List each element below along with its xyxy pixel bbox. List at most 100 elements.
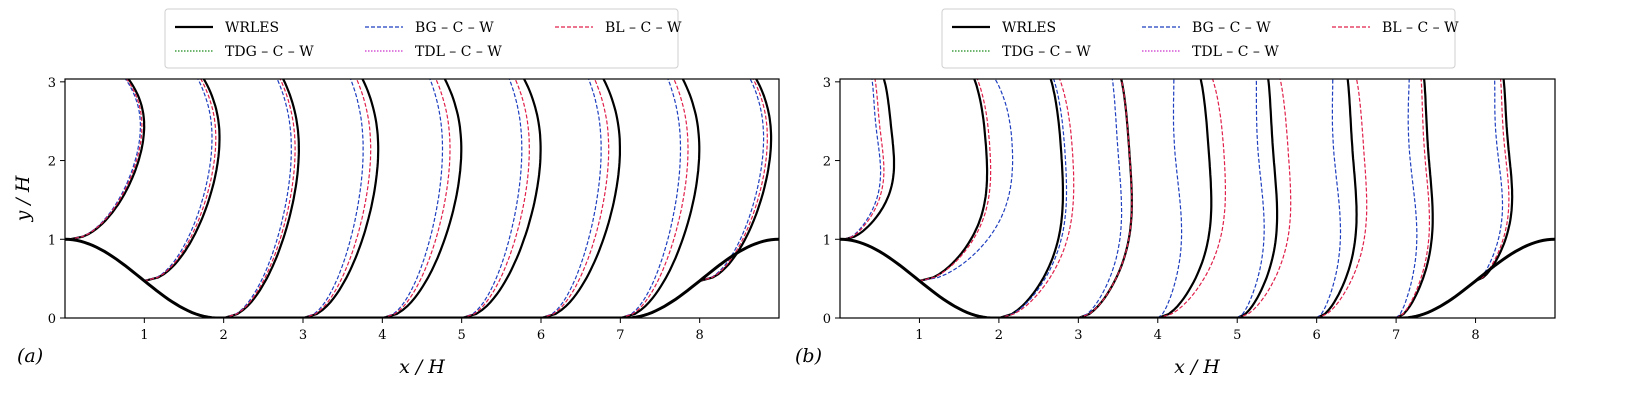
x-axis-label: x / H <box>399 356 445 378</box>
x-tick-label: 5 <box>458 328 466 343</box>
profile-wrles-1 <box>144 79 221 282</box>
axes-frame <box>839 78 1556 319</box>
profile-blcw-6 <box>1316 79 1368 318</box>
y-tick-label: 2 <box>823 155 831 170</box>
profile-wrles-0 <box>843 79 896 241</box>
profile-blcw-2 <box>998 79 1075 318</box>
panel-label: (a) <box>17 345 43 367</box>
panel-b: 1 2 3 4 5 6 7 8 0 1 2 3 x / H (b) <box>795 76 1556 378</box>
profile-wrles-8 <box>699 79 773 282</box>
profile-wrles-2 <box>998 79 1064 318</box>
profile-wrles-4 <box>382 79 463 318</box>
y-tick-label: 1 <box>823 233 831 248</box>
profile-wrles-5 <box>1236 79 1279 318</box>
profile-bgcw-3 <box>1078 79 1123 318</box>
profile-bgcw-0 <box>68 79 141 240</box>
profile-bgcw-4 <box>382 79 444 318</box>
x-tick-label: 4 <box>378 328 386 343</box>
y-tick-label: 0 <box>823 312 831 327</box>
legend-label: TDG – C – W <box>1002 44 1091 60</box>
y-tick-label: 1 <box>48 233 56 248</box>
legend-label: BL – C – W <box>605 20 682 36</box>
legend-box <box>164 8 679 69</box>
profile-bgcw-8 <box>699 79 765 282</box>
plot-area <box>840 79 1555 318</box>
profile-wrles-3 <box>302 79 380 318</box>
profile-wrles-7 <box>1395 79 1434 318</box>
x-tick-label: 1 <box>140 328 148 343</box>
profile-blcw-3 <box>1078 79 1133 318</box>
profile-bgcw-6 <box>1316 79 1342 318</box>
axes-frame <box>64 78 780 319</box>
profile-wrles-0 <box>68 79 146 241</box>
profile-blcw-6 <box>540 79 610 318</box>
legend-label: TDG – C – W <box>225 44 314 60</box>
profile-wrles-4 <box>1157 79 1213 318</box>
profile-wrles-6 <box>540 79 621 318</box>
legend-label: WRLES <box>225 20 279 36</box>
legend-label: BG – C – W <box>415 20 494 36</box>
legend-box <box>941 8 1456 69</box>
profile-bgcw-6 <box>540 79 602 318</box>
profile-blcw-1 <box>919 79 992 282</box>
profile-bgcw-2 <box>223 79 292 318</box>
profile-blcw-7 <box>620 79 689 318</box>
profile-wrles-5 <box>461 79 542 318</box>
profile-blcw-7 <box>1395 79 1430 318</box>
profile-blcw-8 <box>699 79 768 282</box>
profile-bgcw-0 <box>843 79 882 240</box>
x-tick-label: 4 <box>1154 328 1162 343</box>
legend-label: BG – C – W <box>1192 20 1271 36</box>
legend-label: BL – C – W <box>1382 20 1459 36</box>
x-tick-label: 1 <box>915 328 923 343</box>
x-tick-label: 6 <box>537 328 545 343</box>
y-tick-label: 3 <box>823 76 831 91</box>
profile-blcw-8 <box>1475 79 1510 282</box>
hill-wall <box>840 237 1555 318</box>
legend-label: TDL – C – W <box>1192 44 1279 60</box>
profile-blcw-1 <box>144 79 217 282</box>
panel-label: (b) <box>795 345 822 367</box>
profile-blcw-0 <box>843 79 885 240</box>
profile-bgcw-2 <box>998 79 1068 318</box>
plot-area <box>65 79 779 318</box>
profile-bgcw-4 <box>1157 79 1183 318</box>
x-tick-label: 7 <box>1392 328 1400 343</box>
profile-bgcw-7 <box>620 79 682 318</box>
profile-blcw-4 <box>1157 79 1226 318</box>
profile-wrles-6 <box>1316 79 1358 318</box>
profile-bgcw-3 <box>302 79 364 318</box>
x-tick-label: 8 <box>1471 328 1479 343</box>
profile-bgcw-8 <box>1475 79 1504 282</box>
profile-blcw-5 <box>1236 79 1292 318</box>
legend-label: WRLES <box>1002 20 1056 36</box>
profile-blcw-4 <box>382 79 451 318</box>
legend-b: WRLES TDG – C – W BG – C – W TDL – C – W BL … <box>941 8 1459 69</box>
legend-a: WRLES TDG – C – W BG – C – W TDL – C – W BL … <box>164 8 682 69</box>
profile-blcw-3 <box>302 79 372 318</box>
profile-bgcw-5 <box>461 79 523 318</box>
x-tick-label: 5 <box>1233 328 1241 343</box>
x-tick-label: 3 <box>299 328 307 343</box>
x-tick-label: 8 <box>696 328 704 343</box>
profile-wrles-3 <box>1077 79 1133 318</box>
profile-wrles-1 <box>919 79 989 282</box>
y-tick-label: 3 <box>48 76 56 91</box>
x-tick-label: 6 <box>1313 328 1321 343</box>
x-tick-label: 2 <box>220 328 228 343</box>
panel-a: 1 2 3 4 5 6 7 8 0 1 2 3 x / H y / H (a) <box>12 76 780 378</box>
hill-wall <box>65 237 779 318</box>
x-tick-label: 2 <box>995 328 1003 343</box>
x-tick-label: 7 <box>616 328 624 343</box>
profile-wrles-8 <box>1475 79 1514 282</box>
profile-blcw-0 <box>68 79 143 240</box>
x-axis-label: x / H <box>1174 356 1220 378</box>
profile-bgcw-5 <box>1236 79 1265 318</box>
profile-wrles-2 <box>223 79 301 318</box>
profile-wrles-7 <box>620 79 701 318</box>
profile-bgcw-1 <box>144 79 213 282</box>
y-tick-label: 0 <box>48 312 56 327</box>
profile-blcw-5 <box>461 79 530 318</box>
y-tick-label: 2 <box>48 155 56 170</box>
